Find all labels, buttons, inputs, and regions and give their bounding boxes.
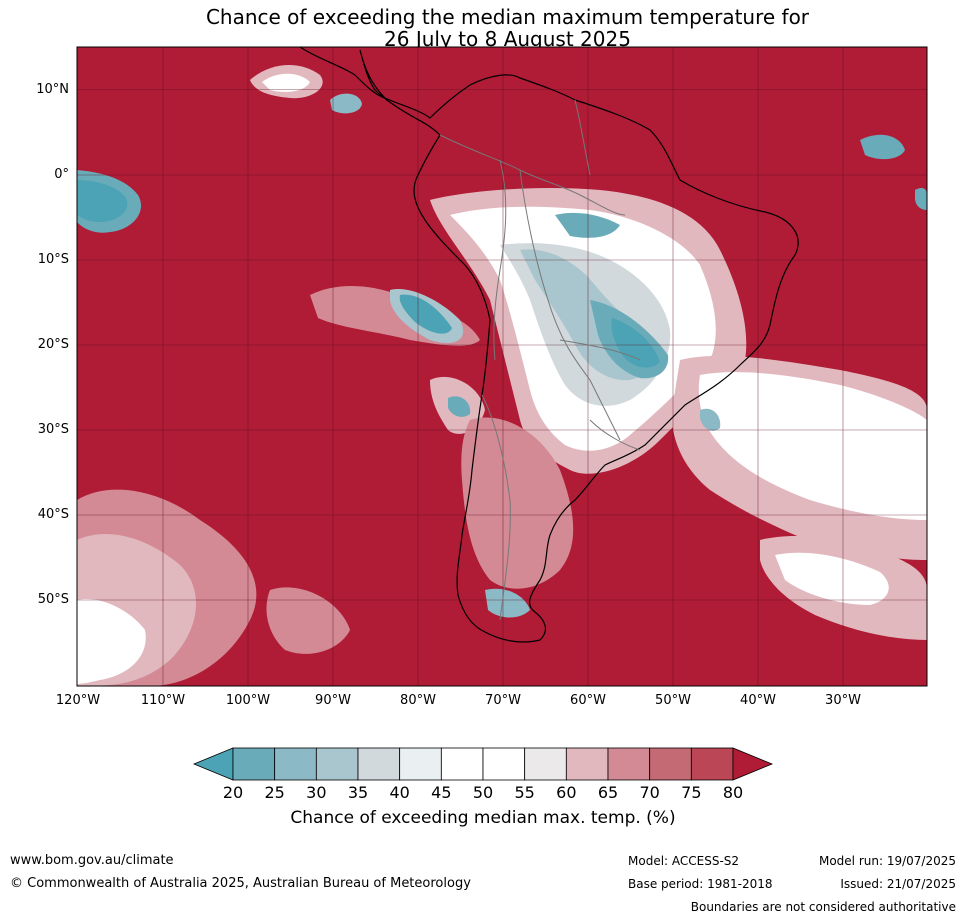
lon-tick-50w: 50°W: [655, 693, 691, 708]
disclaimer-text: Boundaries are not considered authoritat…: [690, 900, 956, 914]
colorbar-tick-label: 65: [597, 783, 619, 802]
base-period-text: Base period: 1981-2018: [628, 877, 773, 891]
colorbar-cell: [649, 747, 692, 781]
lon-tick-30w: 30°W: [825, 693, 861, 708]
lon-tick-120w: 120°W: [55, 693, 101, 708]
website-text: www.bom.gov.au/climate: [10, 853, 174, 868]
colorbar-cell: [274, 747, 317, 781]
lon-tick-80w: 80°W: [400, 693, 436, 708]
lon-tick-90w: 90°W: [315, 693, 351, 708]
lon-tick-100w: 100°W: [225, 693, 271, 708]
map-title-line1: Chance of exceeding the median maximum t…: [205, 5, 810, 29]
colorbar-cell: [482, 747, 526, 781]
colorbar-cell: [399, 747, 442, 781]
colorbar-cell: [524, 747, 567, 781]
colorbar-cell: [565, 747, 609, 781]
colorbar-cell: [690, 747, 734, 781]
model-run-text: Model run: 19/07/2025: [818, 854, 956, 868]
lon-tick-70w: 70°W: [485, 693, 521, 708]
colorbar-tick-label: 80: [722, 783, 744, 802]
colorbar-tick-label: 60: [556, 783, 577, 802]
lat-tick-50s: 50°S: [37, 592, 69, 607]
colorbar-tick-label: 25: [264, 783, 285, 802]
colorbar-cell: [357, 747, 401, 781]
issued-text: Issued: 21/07/2025: [840, 877, 956, 891]
colorbar-cell: [607, 747, 651, 781]
lat-tick-0: 0°: [54, 167, 69, 182]
gridlines: [77, 47, 927, 686]
colorbar-tick-label: 30: [306, 783, 327, 802]
lon-tick-60w: 60°W: [570, 693, 606, 708]
map-frame: [76, 46, 928, 687]
colorbar-cell: [315, 747, 359, 781]
colorbar-tick-label: 35: [347, 783, 369, 802]
colorbar-upper-arrow: [732, 747, 774, 781]
map-title-line2: 26 July to 8 August 2025: [384, 27, 631, 51]
colorbar-cell: [232, 747, 276, 781]
lat-tick-30s: 30°S: [37, 422, 69, 437]
model-text: Model: ACCESS-S2: [628, 854, 740, 868]
lat-tick-10s: 10°S: [37, 252, 69, 267]
lat-tick-10n: 10°N: [36, 82, 69, 97]
lon-tick-40w: 40°W: [740, 693, 776, 708]
colorbar-cell: [440, 747, 484, 781]
colorbar-tick-label: 40: [389, 783, 410, 802]
lat-tick-20s: 20°S: [37, 337, 69, 352]
country-borders: [439, 99, 641, 621]
colorbar-tick-label: 70: [639, 783, 660, 802]
copyright-text: © Commonwealth of Australia 2025, Austra…: [10, 876, 471, 891]
coastline: [359, 49, 799, 643]
colorbar-title: Chance of exceeding median max. temp. (%…: [290, 808, 676, 828]
colorbar-tick-label: 45: [431, 783, 452, 802]
lon-tick-110w: 110°W: [140, 693, 186, 708]
colorbar-tick-label: 75: [681, 783, 702, 802]
lat-tick-40s: 40°S: [37, 507, 69, 522]
colorbar-lower-arrow: [192, 747, 234, 781]
colorbar-tick-label: 20: [222, 783, 244, 802]
colorbar-tick-label: 55: [514, 783, 535, 802]
colorbar-tick-label: 50: [472, 783, 494, 802]
